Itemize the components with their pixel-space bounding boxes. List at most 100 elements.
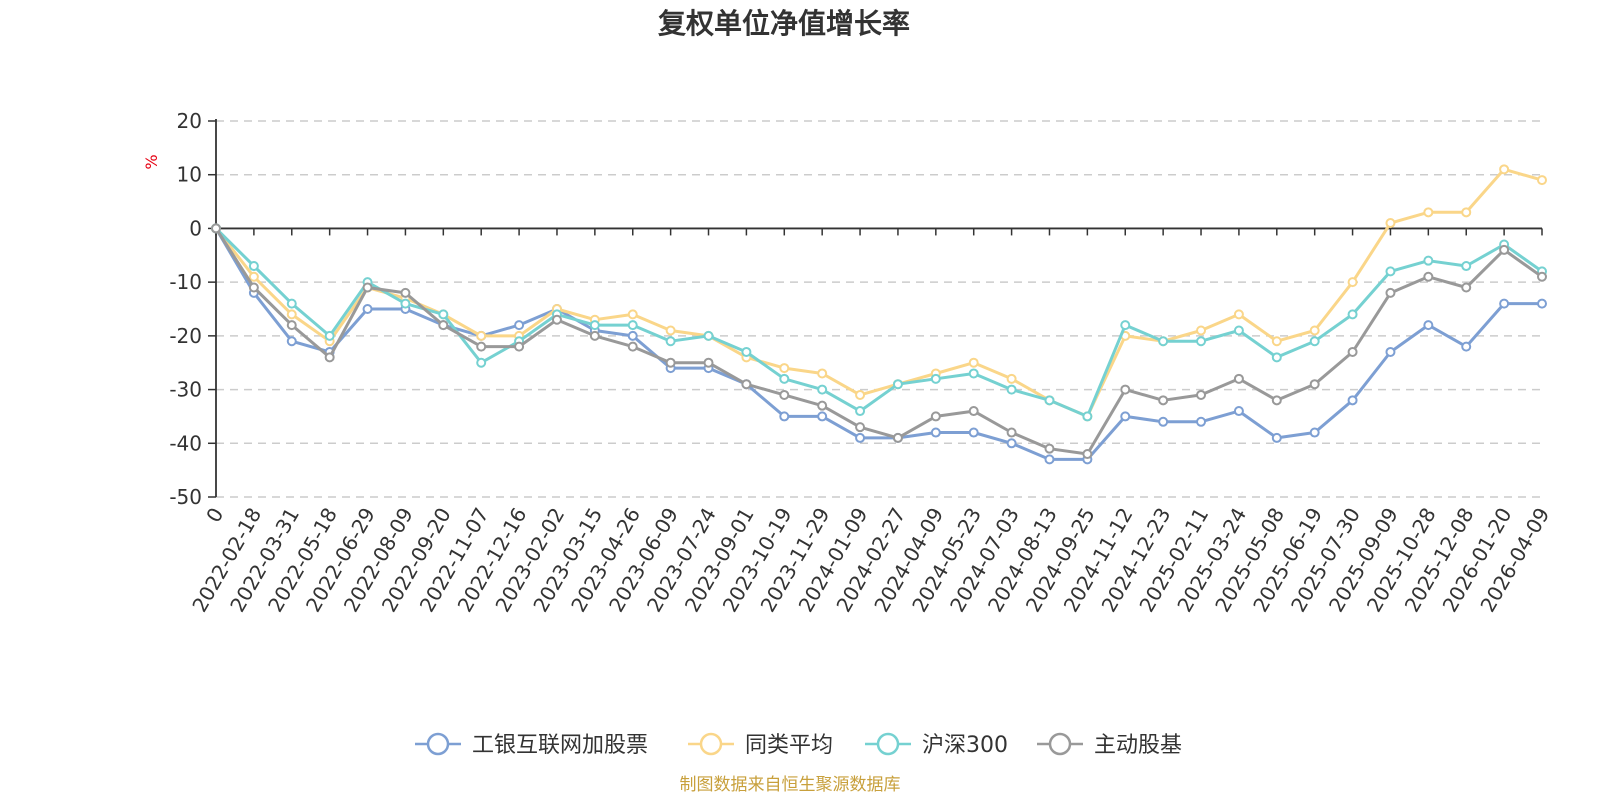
data-point — [817, 411, 828, 422]
data-point — [286, 320, 297, 331]
data-point — [1196, 325, 1207, 336]
data-point — [248, 261, 259, 272]
data-point — [1537, 175, 1547, 186]
data-point — [438, 309, 449, 320]
data-source-note: 制图数据来自恒生聚源数据库 — [680, 775, 901, 795]
data-point — [1158, 416, 1169, 427]
data-point — [286, 309, 297, 320]
data-point — [1271, 432, 1282, 443]
data-point — [1461, 207, 1472, 218]
legend-swatch-marker — [699, 732, 723, 756]
data-point — [1309, 427, 1320, 438]
data-point — [1537, 298, 1547, 309]
legend[interactable]: 工银互联网加股票 同类平均 沪深300 主动股基 — [415, 732, 1182, 758]
data-point — [476, 330, 487, 341]
data-point — [1461, 282, 1472, 293]
data-point — [968, 406, 979, 417]
data-point — [1461, 261, 1472, 272]
data-point — [211, 223, 221, 234]
data-point — [1385, 266, 1396, 277]
data-point — [817, 384, 828, 395]
data-point — [1537, 271, 1547, 282]
data-point — [741, 346, 752, 357]
data-point — [1044, 395, 1055, 406]
data-point — [400, 287, 411, 298]
data-point — [362, 304, 373, 314]
legend-item-4[interactable]: 主动股基 — [1037, 732, 1182, 758]
data-point — [1196, 416, 1207, 427]
x-tick-label: 0 — [201, 504, 228, 527]
data-point — [1423, 207, 1434, 218]
y-tick-label: -10 — [169, 270, 202, 294]
data-point — [627, 341, 638, 352]
data-point — [1347, 309, 1358, 320]
data-point — [665, 325, 676, 336]
data-point — [362, 282, 373, 293]
y-tick-label: -50 — [169, 485, 202, 509]
data-point — [1423, 271, 1434, 282]
data-point — [968, 427, 979, 438]
data-point — [1347, 395, 1358, 406]
data-point — [1120, 320, 1131, 331]
legend-label: 同类平均 — [745, 733, 833, 758]
data-point — [1158, 395, 1169, 406]
grid-lines — [216, 120, 1542, 498]
legend-item-3[interactable]: 沪深300 — [865, 732, 1008, 758]
y-tick-label: 10 — [177, 163, 202, 187]
data-point — [1309, 325, 1320, 336]
series-line — [214, 167, 1544, 418]
data-point — [1309, 336, 1320, 347]
data-point — [514, 341, 525, 352]
data-point — [1423, 255, 1434, 266]
data-point — [1006, 427, 1017, 438]
data-point — [1385, 218, 1396, 229]
data-point — [930, 427, 941, 438]
data-point — [1461, 341, 1472, 352]
data-point — [589, 330, 600, 341]
data-point — [627, 309, 638, 320]
data-point — [968, 368, 979, 379]
data-point — [930, 373, 941, 384]
data-point — [892, 432, 903, 443]
data-point — [1271, 352, 1282, 363]
data-point — [741, 379, 752, 390]
data-point — [248, 271, 259, 282]
data-point — [248, 282, 259, 293]
data-point — [551, 314, 562, 325]
series-line — [214, 226, 1544, 461]
data-point — [324, 330, 335, 341]
legend-swatch-marker — [1048, 732, 1072, 756]
data-point — [1120, 411, 1131, 422]
legend-label: 沪深300 — [922, 733, 1008, 758]
legend-item-2[interactable]: 同类平均 — [688, 732, 833, 758]
data-point — [1385, 287, 1396, 298]
legend-swatch-marker — [426, 732, 450, 756]
y-tick-label: -20 — [169, 324, 202, 348]
data-point — [817, 400, 828, 411]
series-2 — [211, 164, 1547, 422]
data-point — [1499, 298, 1510, 309]
data-point — [855, 406, 866, 417]
data-point — [627, 330, 638, 341]
data-point — [1385, 346, 1396, 357]
data-point — [286, 336, 297, 347]
data-point — [286, 298, 297, 309]
data-point — [1423, 320, 1434, 331]
data-point — [1082, 411, 1093, 422]
data-point — [476, 341, 487, 352]
data-point — [968, 357, 979, 368]
data-point — [1006, 373, 1017, 384]
data-point — [1233, 309, 1244, 320]
legend-label: 主动股基 — [1094, 733, 1182, 758]
data-point — [1082, 449, 1093, 460]
data-point — [1499, 244, 1510, 255]
data-point — [1006, 438, 1017, 449]
data-point — [779, 373, 790, 384]
data-point — [1309, 379, 1320, 390]
data-point — [1120, 384, 1131, 395]
data-point — [703, 357, 714, 368]
data-point — [703, 330, 714, 341]
data-point — [1347, 346, 1358, 357]
legend-item-1[interactable]: 工银互联网加股票 — [415, 732, 648, 758]
data-point — [400, 298, 411, 309]
